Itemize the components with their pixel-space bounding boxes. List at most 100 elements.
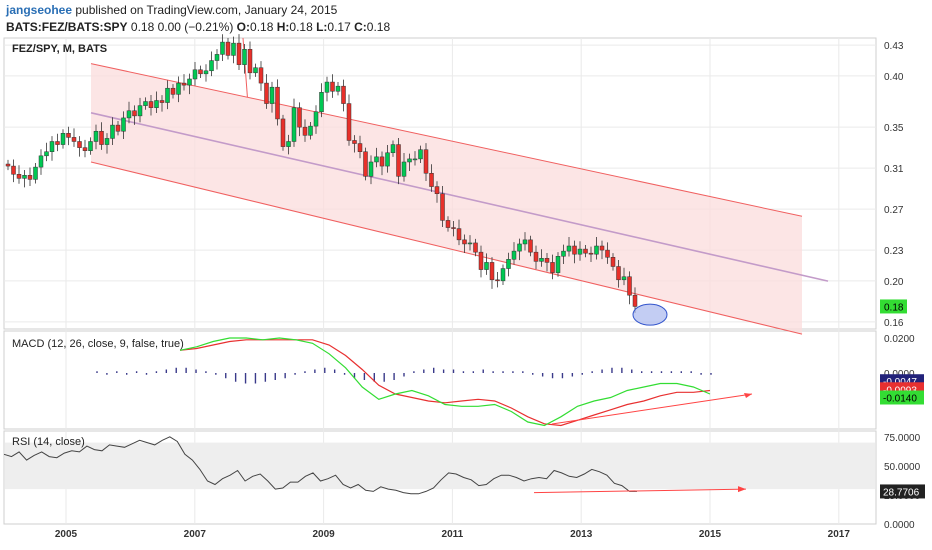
candle-body [49,141,55,152]
candle-body [418,149,423,160]
candle-body [264,82,269,104]
price-tick-label: 0.35 [884,123,904,134]
rsi-tick-label: 0.0000 [884,520,915,531]
candle-body [38,155,44,168]
price-tick-label: 0.43 [884,41,904,52]
candle-body [148,101,154,108]
candle-body [588,252,594,255]
open-value: 0.18 [250,20,274,34]
candle-body [27,175,33,180]
candle-body [16,174,22,179]
candle-body [610,257,616,267]
macd-value-label: -0.0140 [883,394,917,405]
macd-divergence-trendline [551,393,753,425]
candle-body [528,239,533,253]
last-price-label: 0.18 [884,302,904,313]
channel-upper-line [90,63,803,217]
candle-body [242,49,247,65]
candle-body [605,249,610,258]
candle-body [258,67,264,84]
candle-body [198,69,203,75]
x-tick-label: 2017 [828,529,851,540]
candle-body [247,49,253,74]
x-tick-label: 2005 [55,529,78,540]
candle-body [60,133,66,145]
candle-body [308,125,313,136]
candle-body [467,242,473,245]
regression-channel [91,63,802,335]
rsi-value-marker [880,484,925,499]
candle-body [500,268,506,282]
macd-trendline-arrow [744,393,752,398]
candle-body [522,239,528,245]
candle-body [132,110,137,117]
low-label: L: [316,20,328,34]
symbol-label[interactable]: BATS:FEZ/BATS:SPY [6,20,128,34]
price-tick-label: 0.27 [884,205,904,216]
candle-body [126,110,132,119]
macd-value-marker [880,390,924,405]
candle-body [374,156,379,163]
candle-body [489,262,495,281]
close-label: C: [354,20,367,34]
macd-tick-label: 0.0200 [884,334,915,345]
rsi-tick-label: 75.0000 [884,433,921,444]
candle-body [99,130,104,145]
candle-body [456,228,462,241]
candle-body [533,251,539,262]
chart-header: jangseohee published on TradingView.com,… [0,0,932,38]
candle-body [396,144,401,177]
candle-body [566,245,572,252]
candle-body [280,118,286,147]
candle-body [286,141,291,147]
candle-body [137,105,143,117]
candle-body [33,166,38,180]
candle-body [368,161,374,177]
candle-body [484,262,489,270]
candle-body [517,243,522,252]
macd-legend: MACD (12, 26, close, 9, false, true) [12,338,184,350]
candle-body [363,151,368,177]
candle-body [181,82,187,86]
rsi-value-label: 28.7706 [883,487,920,498]
candle-body [462,239,467,245]
rsi-divergence-trendline [533,488,747,494]
close-value: 0.18 [366,20,391,34]
candle-body [291,107,297,142]
candle-body [165,87,170,103]
price-tick-label: 0.23 [884,246,904,257]
price-tick-label: 0.31 [884,164,904,175]
high-value: 0.18 [289,20,313,34]
candle-body [187,78,192,86]
rsi-tick-label: 50.0000 [884,462,921,473]
candle-body [88,141,93,151]
x-tick-label: 2007 [184,529,207,540]
candle-body [313,111,319,127]
candle-body [385,152,390,167]
candle-body [110,124,115,139]
candle-body [176,82,181,95]
candle-body [423,149,429,174]
candle-body [621,276,627,281]
price-change: 0.00 (−0.21%) [157,20,234,34]
candle-body [192,69,198,80]
candle-body [77,141,82,148]
low-value: 0.17 [327,20,351,34]
candle-body [407,158,412,163]
candle-body [572,245,577,255]
candle-body [225,41,231,56]
candle-body [231,42,236,56]
candle-body [445,220,451,228]
candle-body [401,161,407,177]
candle-body [544,258,550,263]
channel-midline [90,112,829,282]
candle-body [429,173,434,187]
channel-upper-extension [242,37,248,98]
author-name[interactable]: jangseohee [6,3,73,17]
candle-body [82,147,88,151]
candle-body [214,54,220,61]
x-tick-label: 2013 [570,529,593,540]
rsi-legend: RSI (14, close) [12,436,85,448]
last-price: 0.18 [130,20,155,34]
